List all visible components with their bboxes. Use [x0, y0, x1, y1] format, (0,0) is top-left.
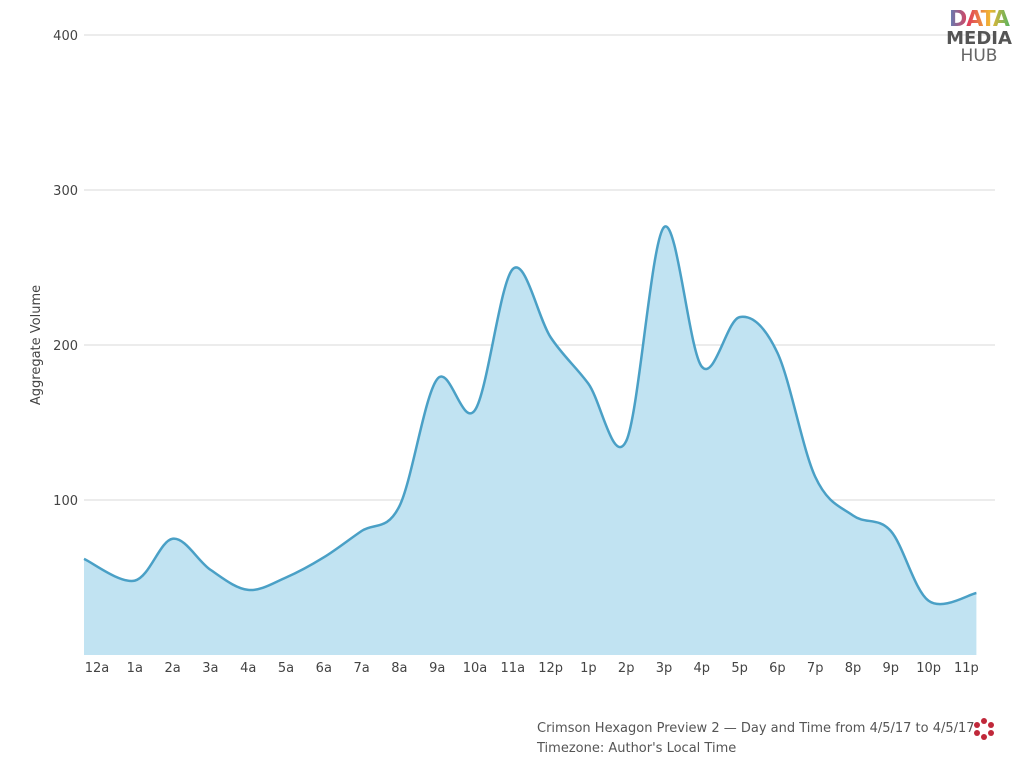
x-tick-label: 11a [501, 661, 526, 676]
area-layer [83, 225, 977, 655]
x-tick-label: 12a [85, 661, 110, 676]
y-tick-labels: 100 200 300 400 [53, 29, 78, 509]
footer-timezone: Timezone: Author's Local Time [537, 741, 737, 756]
x-tick-label: 10p [916, 661, 941, 676]
y-tick-label: 200 [53, 339, 78, 354]
chart-footer: Crimson Hexagon Preview 2 — Day and Time… [537, 719, 975, 759]
y-axis-label: Aggregate Volume [29, 285, 44, 405]
logo-line-3: HUB [960, 46, 998, 66]
x-tick-label: 3p [656, 661, 673, 676]
x-tick-label: 5a [278, 661, 294, 676]
x-tick-label: 3a [202, 661, 218, 676]
x-tick-label: 5p [731, 661, 748, 676]
logo-line-2: MEDIA [946, 28, 1012, 49]
x-tick-label: 6p [769, 661, 786, 676]
y-tick-label: 400 [53, 29, 78, 44]
x-tick-label: 2a [164, 661, 180, 676]
series-area-fill [84, 226, 977, 655]
x-tick-label: 2p [618, 661, 635, 676]
data-media-hub-logo: DATA MEDIA HUB [944, 9, 1014, 66]
crimson-hexagon-icon [974, 718, 994, 740]
y-tick-label: 300 [53, 184, 78, 199]
x-tick-label: 6a [316, 661, 332, 676]
series-line [83, 225, 977, 606]
x-tick-label: 7a [353, 661, 369, 676]
logo-line-1: DATA [944, 9, 1014, 31]
x-tick-label: 1p [580, 661, 597, 676]
x-tick-label: 9a [429, 661, 445, 676]
x-tick-label: 8a [391, 661, 407, 676]
y-tick-label: 100 [53, 494, 78, 509]
x-tick-label: 8p [845, 661, 862, 676]
x-tick-label: 4a [240, 661, 256, 676]
x-tick-label: 1a [127, 661, 143, 676]
x-tick-label: 11p [954, 661, 979, 676]
x-tick-labels: 12a 1a 2a 3a 4a 5a 6a 7a 8a 9a 10a 11a 12p 1p 2p 3p 4p 5p… [85, 661, 979, 676]
x-tick-label: 9p [883, 661, 900, 676]
x-tick-label: 4p [694, 661, 711, 676]
footer-source: Crimson Hexagon Preview 2 — Day and Time… [537, 721, 975, 736]
x-tick-label: 7p [807, 661, 824, 676]
x-tick-label: 10a [463, 661, 488, 676]
x-tick-label: 12p [538, 661, 563, 676]
